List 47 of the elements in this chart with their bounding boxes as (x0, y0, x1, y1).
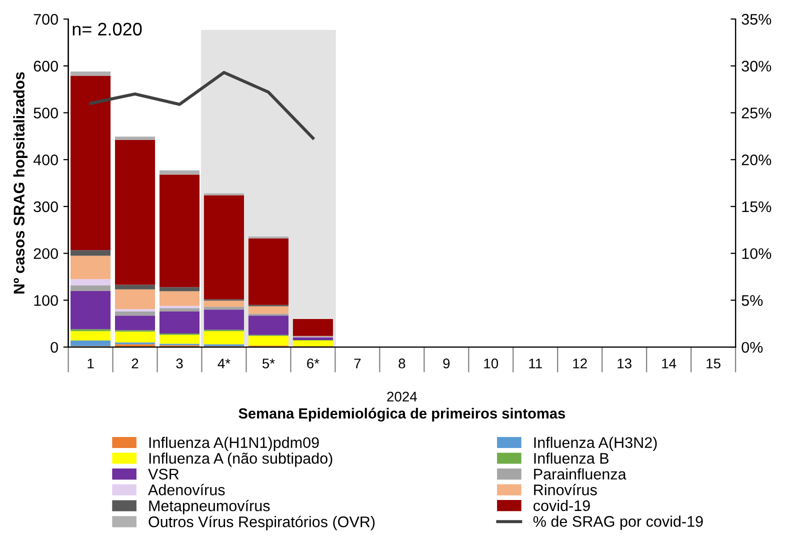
y2-tick-label: 10% (742, 248, 772, 260)
x-tick-label: 4* (218, 358, 230, 368)
legend-label: Influenza A(H1N1)pdm09 (149, 436, 319, 452)
x-tick-label: 13 (618, 358, 632, 368)
y2-tick-label: 25% (742, 108, 772, 118)
x-tick-label: 6* (307, 358, 320, 368)
x-tick-label: 3 (176, 358, 183, 368)
legend-label: Influenza A(H3N2) (534, 436, 657, 452)
x-tick-label: 11 (529, 358, 542, 368)
y2-tick-label: 35% (742, 14, 772, 25)
y-tick-label: 0 (50, 342, 58, 353)
y2-tick-label: 30% (742, 60, 772, 72)
annotation: n= 2.020 (72, 22, 142, 36)
legend-label: Rinovírus (534, 484, 597, 496)
legend-label: Metapneumovírus (149, 500, 270, 514)
x-tick-label: 9 (443, 358, 450, 368)
text: 2024 (387, 392, 417, 402)
x-tick-label: 2 (132, 358, 138, 368)
y2-tick-label: 0% (742, 342, 763, 353)
y2-tick-label: 20% (742, 154, 772, 166)
y-tick-label: 700 (34, 14, 58, 25)
legend-label: Parainfluenza (534, 468, 626, 480)
legend-label: covid-19 (534, 500, 590, 512)
x-tick-label: 7 (354, 358, 361, 368)
x-tick-label: 1 (88, 358, 94, 368)
x-tick-label: 15 (706, 358, 720, 368)
y-tick-label: 100 (34, 295, 58, 306)
x-tick-label: 12 (573, 358, 587, 368)
legend-label: Adenovírus (148, 484, 225, 496)
y2-tick-label: 5% (742, 295, 763, 306)
legend-label: Influenza B (534, 452, 609, 464)
x-tick-label: 5* (262, 358, 275, 368)
x-tick-label: 14 (662, 358, 676, 368)
legend-label: Influenza A (não subtipado) (149, 452, 332, 467)
y-axis-title: Nº casos SRAG hopsitalizados (13, 72, 28, 294)
y2-tick-label: 15% (742, 201, 772, 212)
legend-label: Outros Vírus Respiratórios (OVR) (148, 516, 375, 530)
y-tick-label: 500 (34, 108, 58, 118)
x-tick-label: 8 (398, 358, 406, 368)
x-axis-title: Semana Epidemiológica de primeiros sintomas (238, 408, 566, 422)
y-tick-label: 300 (34, 201, 58, 212)
legend-label: VSR (148, 468, 179, 480)
x-tick-label: 10 (484, 358, 498, 368)
y-tick-label: 400 (33, 154, 58, 166)
legend-label: % de SRAG por covid-19 (533, 516, 703, 530)
y-tick-label: 600 (34, 60, 58, 72)
y-tick-label: 200 (34, 248, 58, 260)
